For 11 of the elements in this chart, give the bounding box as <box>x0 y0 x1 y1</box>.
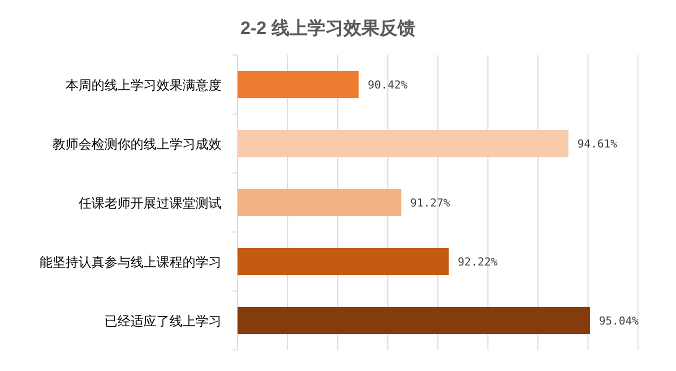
data-label: 95.04% <box>598 314 640 328</box>
y-tick-label: 教师会检测你的线上学习成效 <box>52 136 222 152</box>
data-label: 90.42% <box>368 78 408 92</box>
data-label: 94.61% <box>577 138 618 150</box>
data-label: 91.27% <box>410 196 450 210</box>
y-tick-label: 已经适应了线上学习 <box>104 314 222 328</box>
y-tick-label: 能坚持认真参与线上课程的学习 <box>40 254 222 270</box>
y-tick-label: 本周的线上学习效果满意度 <box>66 78 222 92</box>
data-label: 92.22% <box>458 256 498 268</box>
y-tick-label: 任课老师开展过课堂测试 <box>78 196 222 210</box>
chart-title: 2-2 线上学习效果反馈 <box>240 18 416 38</box>
